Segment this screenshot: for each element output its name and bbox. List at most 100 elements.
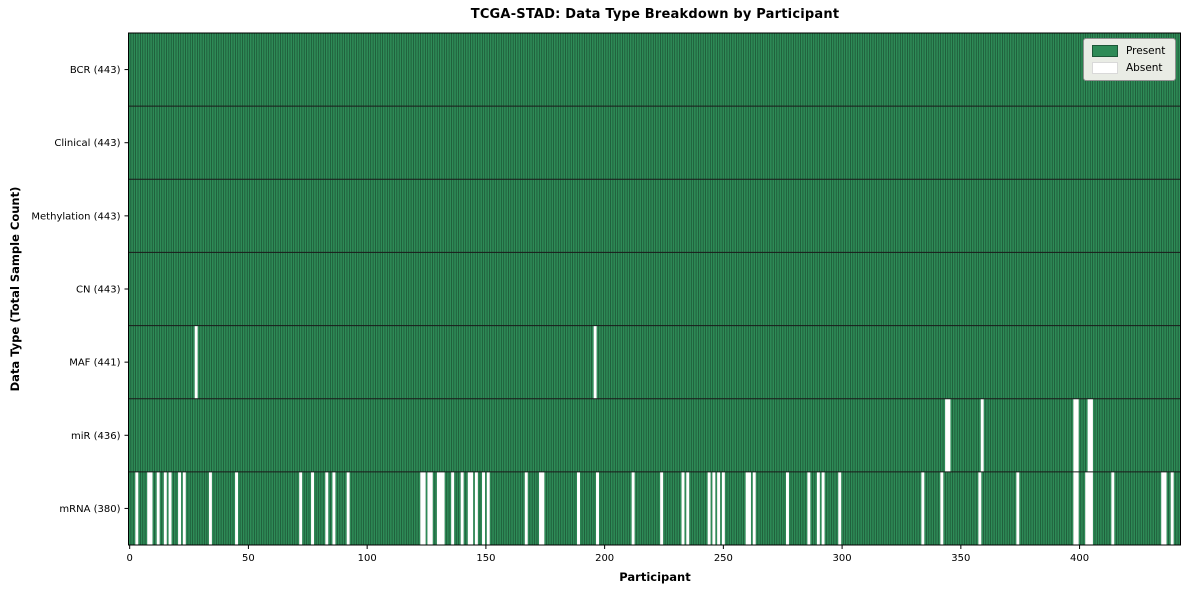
x-tick-label: 100 — [358, 553, 377, 564]
absent-gap — [524, 471, 528, 545]
absent-gap — [208, 471, 212, 545]
absent-gap — [1073, 471, 1077, 545]
y-tick-label: miR (436) — [71, 431, 121, 442]
absent-gap — [420, 471, 424, 545]
absent-gap — [1016, 471, 1020, 545]
absent-gap — [422, 471, 426, 545]
x-tick-label: 250 — [714, 553, 733, 564]
absent-gap — [721, 471, 725, 545]
absent-gap — [427, 471, 431, 545]
x-tick-label: 150 — [476, 553, 495, 564]
legend-entry-present: Present — [1092, 45, 1165, 57]
present-field — [128, 33, 1181, 545]
absent-gap — [541, 471, 545, 545]
chart-title: TCGA-STAD: Data Type Breakdown by Partic… — [470, 7, 840, 22]
absent-gap — [467, 471, 471, 545]
y-tick-label: BCR (443) — [70, 65, 121, 76]
legend-present-label: Present — [1126, 45, 1166, 57]
absent-gap — [980, 398, 984, 472]
y-tick-label: MAF (441) — [69, 358, 120, 369]
y-tick-label: Clinical (443) — [54, 138, 120, 149]
absent-gap — [299, 471, 303, 545]
absent-gap — [707, 471, 711, 545]
absent-gap — [748, 471, 751, 545]
absent-gap — [947, 398, 951, 472]
absent-gap — [346, 471, 350, 545]
legend-absent-label: Absent — [1126, 62, 1163, 74]
absent-gap — [712, 471, 716, 545]
absent-gap — [486, 471, 490, 545]
absent-gap — [325, 471, 329, 545]
absent-gap — [135, 471, 139, 545]
absent-gap — [1111, 471, 1115, 545]
absent-gap — [1087, 471, 1091, 545]
x-tick-label: 300 — [833, 553, 852, 564]
y-axis-label: Data Type (Total Sample Count) — [8, 186, 22, 392]
absent-gap — [945, 398, 949, 472]
absent-gap — [168, 471, 172, 545]
absent-gap — [439, 471, 443, 545]
absent-gap — [436, 471, 440, 545]
absent-gap — [311, 471, 315, 545]
legend-entry-absent: Absent — [1092, 62, 1165, 74]
absent-gap — [681, 471, 685, 545]
legend-present-swatch — [1092, 45, 1118, 57]
absent-gap — [441, 471, 445, 545]
absent-gap — [577, 471, 580, 545]
y-tick-label: mRNA (380) — [59, 504, 120, 515]
absent-gap — [1073, 398, 1077, 472]
absent-gap — [1163, 471, 1167, 545]
absent-gap — [194, 325, 198, 399]
x-tick-label: 400 — [1070, 553, 1089, 564]
absent-gap — [1089, 398, 1093, 472]
absent-gap — [921, 471, 925, 545]
absent-gap — [660, 471, 664, 545]
absent-gap — [686, 471, 690, 545]
absent-gap — [147, 471, 151, 545]
x-tick-label: 50 — [242, 553, 255, 564]
absent-gap — [838, 471, 842, 545]
absent-gap — [978, 471, 982, 545]
bar-edges — [130, 33, 1179, 545]
legend-absent-swatch — [1092, 62, 1118, 74]
absent-gap — [1075, 471, 1079, 545]
absent-gap — [631, 471, 635, 545]
absent-gap — [1089, 471, 1093, 545]
absent-gap — [1085, 471, 1089, 545]
absent-gap — [470, 471, 474, 545]
absent-gap — [717, 471, 721, 545]
absent-gap — [745, 471, 749, 545]
x-tick-label: 0 — [127, 553, 133, 564]
absent-gap — [156, 471, 160, 545]
absent-gap — [163, 471, 167, 545]
absent-gap — [816, 471, 820, 545]
absent-gap — [752, 471, 756, 545]
absent-gap — [1075, 398, 1079, 472]
absent-gap — [786, 471, 789, 545]
absent-gap — [178, 471, 182, 545]
y-tick-label: Methylation (443) — [31, 211, 120, 222]
absent-gap — [1087, 398, 1091, 472]
absent-gap — [235, 471, 239, 545]
absent-gap — [940, 471, 944, 545]
absent-gap — [482, 471, 485, 545]
absent-gap — [1170, 471, 1174, 545]
legend: Present Absent — [1083, 38, 1177, 81]
absent-gap — [429, 471, 433, 545]
absent-gap — [821, 471, 825, 545]
absent-gap — [149, 471, 153, 545]
absent-gap — [596, 471, 599, 545]
absent-gap — [474, 471, 478, 545]
absent-gap — [451, 471, 455, 545]
absent-gap — [182, 471, 186, 545]
x-tick-label: 200 — [595, 553, 614, 564]
x-axis-label: Participant — [619, 570, 691, 584]
absent-gap — [807, 471, 811, 545]
y-tick-label: CN (443) — [76, 285, 121, 296]
absent-gap — [460, 471, 464, 545]
absent-gap — [1161, 471, 1165, 545]
absent-gap — [539, 471, 542, 545]
x-tick-label: 350 — [951, 553, 970, 564]
